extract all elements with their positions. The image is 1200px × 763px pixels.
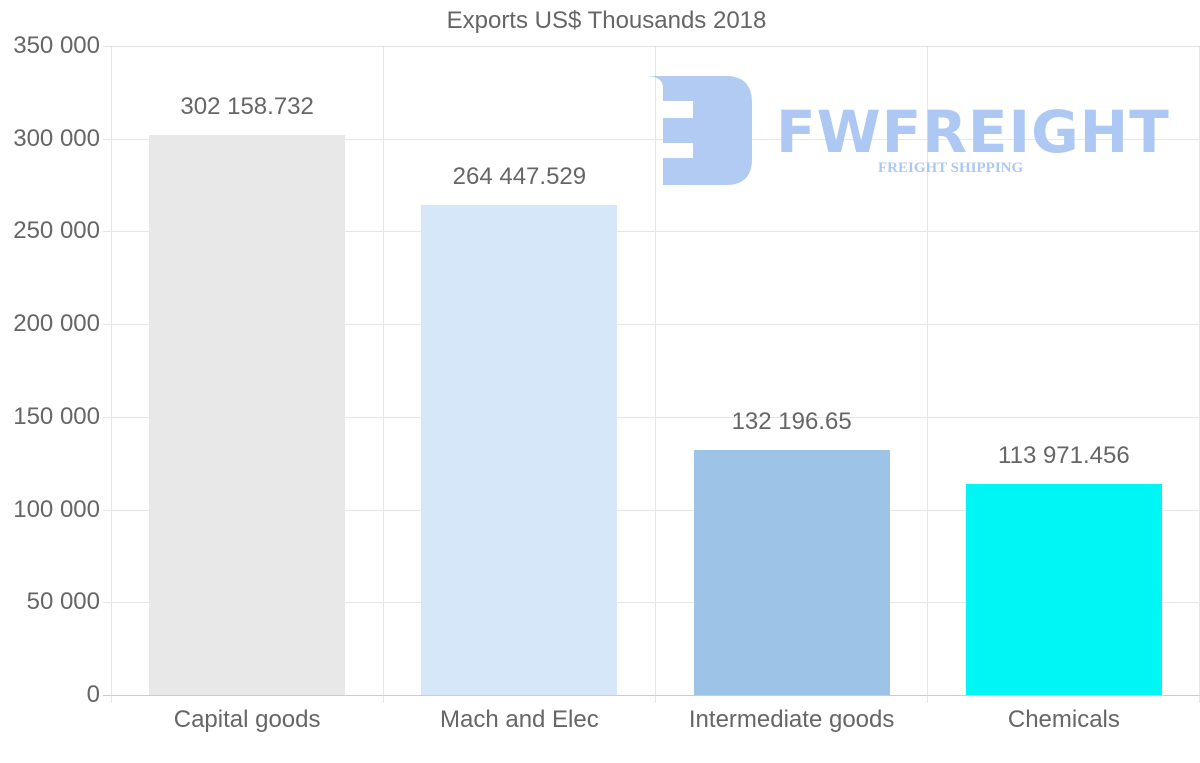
plot-area: 302 158.732 264 447.529 132 196.65 113 971.… — [103, 46, 1200, 703]
bar[interactable] — [693, 449, 890, 695]
chart-title: Exports US$ Thousands 2018 — [446, 7, 767, 34]
x-tick-label: Intermediate goods — [688, 706, 895, 733]
grid-line — [655, 46, 656, 703]
grid-line — [103, 416, 1200, 418]
grid-line — [927, 46, 928, 703]
y-tick-label: 100 000 — [13, 495, 100, 523]
bar-value-label: 264 447.529 — [452, 162, 587, 190]
y-tick-label: 300 000 — [13, 124, 100, 152]
bar-value-label: 113 971.456 — [998, 441, 1130, 469]
y-tick-label: 250 000 — [13, 217, 100, 245]
grid-line — [103, 509, 1200, 511]
bar[interactable] — [965, 483, 1162, 695]
bar-value-label: 132 196.65 — [731, 407, 852, 435]
bar[interactable] — [421, 204, 618, 695]
grid-line — [103, 602, 1200, 604]
bar-value-label: 302 158.732 — [180, 92, 314, 120]
x-tick-label: Mach and Elec — [439, 706, 599, 733]
y-tick-label: 150 000 — [13, 402, 100, 430]
grid-line — [383, 46, 384, 703]
y-tick-label: 200 000 — [13, 310, 100, 338]
y-tick-label: 0 — [86, 681, 100, 708]
bar[interactable] — [149, 134, 346, 695]
watermark-tagline: FREIGHT SHIPPING — [878, 160, 1024, 176]
grid-line — [103, 324, 1200, 326]
grid-line — [111, 46, 112, 703]
grid-line — [103, 695, 1200, 696]
grid-line — [103, 46, 1200, 47]
watermark-brand: FWFREIGHT — [776, 98, 1170, 166]
y-tick-label: 350 000 — [13, 32, 100, 59]
x-tick-label: Capital goods — [173, 706, 321, 733]
grid-line — [103, 138, 1200, 140]
x-tick-label: Chemicals — [1007, 706, 1120, 733]
y-tick-label: 50 000 — [26, 588, 100, 616]
grid-line — [103, 231, 1200, 233]
fwfreight-logo-icon — [646, 76, 752, 185]
